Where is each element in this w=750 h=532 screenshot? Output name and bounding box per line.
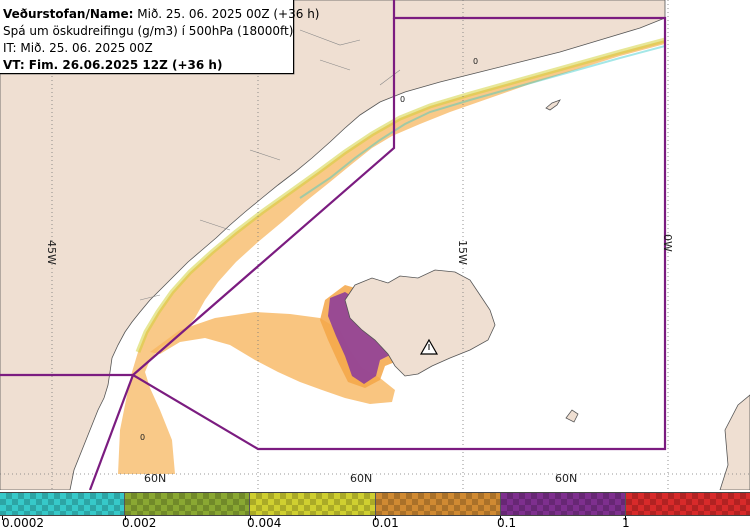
contour-label-2: 0	[400, 95, 405, 104]
contour-label-1: 0	[473, 57, 478, 66]
legend-label-4: 0.01	[372, 516, 399, 530]
issuer-label: Veðurstofan/Name:	[3, 7, 134, 21]
concentration-legend: 0.0002 0.002 0.004 0.01 0.1 1	[0, 490, 750, 532]
valid-time: VT: Fim. 26.06.2025 12Z (+36 h)	[3, 58, 223, 72]
legend-label-5: 0.1	[497, 516, 517, 530]
legend-swatch-4	[374, 493, 500, 515]
legend-swatch-5	[499, 493, 625, 515]
legend-color-bar	[0, 492, 750, 516]
lon-label-45w: 45W	[45, 240, 58, 265]
legend-label-6: 1	[622, 516, 630, 530]
legend-swatch-1	[0, 493, 125, 515]
issue-time: IT: Mið. 25. 06. 2025 00Z	[3, 41, 153, 55]
iceland-land	[344, 269, 496, 377]
forecast-info-box: Veðurstofan/Name: Mið. 25. 06. 2025 00Z …	[0, 0, 320, 74]
lat-label-3: 60N	[555, 472, 577, 485]
volcano-warning-icon	[419, 338, 439, 355]
issuer-value: Mið. 25. 06. 2025 00Z (+36 h)	[137, 7, 320, 21]
product-description: Spá um öskudreifingu (g/m3) í 500hPa (18…	[3, 24, 294, 38]
contour-label-3: 0	[140, 433, 145, 442]
legend-label-2: 0.002	[122, 516, 157, 530]
norway-coast	[719, 394, 750, 490]
ash-plume-coast-fringe	[299, 45, 666, 199]
legend-label-3: 0.004	[247, 516, 282, 530]
legend-tick-4	[375, 516, 376, 520]
legend-label-1: 0.0002	[2, 516, 44, 530]
faroe-islands	[565, 409, 579, 423]
lon-label-0w: 0W	[661, 234, 674, 252]
lon-label-15w: 15W	[456, 240, 469, 265]
legend-swatch-3	[249, 493, 375, 515]
fir-boundary	[0, 0, 667, 490]
legend-swatch-6	[624, 493, 750, 515]
lat-label-1: 60N	[144, 472, 166, 485]
greenland-land	[0, 0, 666, 490]
lat-label-2: 60N	[350, 472, 372, 485]
greenland-fjords	[139, 29, 401, 301]
graticule	[0, 0, 750, 490]
ash-plume-coast	[118, 22, 665, 474]
legend-tick-2	[125, 516, 126, 520]
jan-mayen-island	[545, 99, 561, 111]
issuer-line: Veðurstofan/Name: Mið. 25. 06. 2025 00Z …	[3, 6, 320, 23]
legend-tick-5	[500, 516, 501, 520]
legend-tick-3	[250, 516, 251, 520]
ash-plume-coast-edge	[135, 37, 666, 353]
legend-tick-6	[625, 516, 626, 520]
legend-tick-1	[2, 516, 3, 520]
ash-dispersion-map: 45W 15W 0W 60N 60N 60N 0 0 0	[0, 0, 750, 490]
legend-swatch-2	[124, 493, 250, 515]
